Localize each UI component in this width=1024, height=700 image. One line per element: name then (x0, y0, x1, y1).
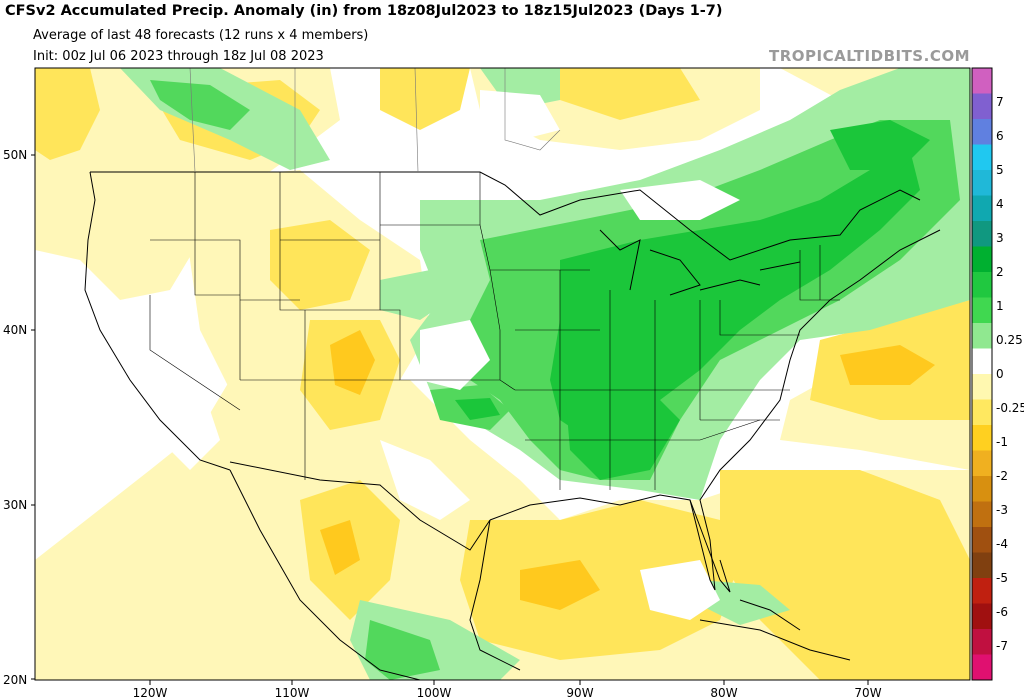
lon-label-110w: 110W (275, 686, 310, 700)
lat-label-50n: 50N (3, 148, 27, 162)
colorbar (972, 68, 992, 681)
lon-label-120w: 120W (133, 686, 168, 700)
colorbar-swatch (972, 348, 992, 375)
map-frame (34, 67, 971, 681)
lat-label-30n: 30N (3, 498, 27, 512)
coastlines-and-borders (84, 171, 941, 680)
colorbar-swatch (972, 170, 992, 196)
colorbar-swatch (972, 399, 992, 426)
colorbar-label: 1 (996, 299, 1004, 313)
colorbar-swatch (972, 501, 992, 528)
state-boundaries (149, 172, 840, 490)
colorbar-label: -7 (996, 639, 1008, 653)
colorbar-swatch (972, 629, 992, 655)
colorbar-label: 2 (996, 265, 1004, 279)
lat-ticks (31, 154, 35, 680)
colorbar-swatch (972, 297, 992, 324)
colorbar-label: 4 (996, 197, 1004, 211)
lon-label-90w: 90W (566, 686, 593, 700)
map-plot-area (35, 68, 970, 680)
colorbar-swatch (972, 374, 992, 400)
lat-label-40n: 40N (3, 323, 27, 337)
colorbar-swatch (972, 93, 992, 120)
lat-labels: 50N 40N 30N 20N (3, 148, 27, 687)
colorbar-swatch (972, 246, 992, 273)
colorbar-label: -2 (996, 469, 1008, 483)
colorbar-swatch (972, 654, 992, 681)
colorbar-label: 0.25 (996, 333, 1023, 347)
colorbar-swatch (972, 221, 992, 247)
map-title: CFSv2 Accumulated Precip. Anomaly (in) f… (5, 3, 723, 19)
anomaly-near-zero (60, 90, 740, 620)
colorbar-label: 5 (996, 163, 1004, 177)
colorbar-label: 3 (996, 231, 1004, 245)
lon-label-80w: 80W (710, 686, 737, 700)
colorbar-swatch (972, 272, 992, 298)
colorbar-swatch (972, 425, 992, 451)
header: CFSv2 Accumulated Precip. Anomaly (in) f… (0, 0, 1024, 68)
colorbar-swatch (972, 578, 992, 604)
colorbar-frame (971, 67, 993, 681)
colorbar-swatch (972, 450, 992, 477)
lon-label-100w: 100W (417, 686, 452, 700)
lon-labels: 120W 110W 100W 90W 80W 70W (133, 686, 882, 700)
anomaly-wet-strong (455, 120, 930, 480)
colorbar-swatch (972, 603, 992, 630)
anomaly-dry-strong (320, 330, 935, 610)
lon-ticks (149, 680, 869, 685)
lon-label-70w: 70W (854, 686, 881, 700)
colorbar-label: -3 (996, 503, 1008, 517)
colorbar-label: -6 (996, 605, 1008, 619)
colorbar-labels: 7 6 5 4 3 2 1 0.25 0 -0.25 -1 -2 -3 -4 -5 -6 -7 (996, 95, 1024, 653)
colorbar-swatch (972, 476, 992, 502)
colorbar-swatch (972, 552, 992, 579)
province-boundaries (189, 68, 561, 173)
colorbar-label: 7 (996, 95, 1004, 109)
map-subtitle-forecast-average: Average of last 48 forecasts (12 runs x … (33, 28, 369, 43)
colorbar-label: -1 (996, 435, 1008, 449)
colorbar-swatch (972, 195, 992, 222)
colorbar-label: -0.25 (996, 401, 1024, 415)
lat-label-20n: 20N (3, 673, 27, 687)
anomaly-dry-moderate (35, 68, 970, 680)
colorbar-swatch (972, 323, 992, 349)
colorbar-swatch (972, 144, 992, 171)
colorbar-label: -4 (996, 537, 1008, 551)
map-subtitle-init-time: Init: 00z Jul 06 2023 through 18z Jul 08… (33, 49, 324, 64)
colorbar-swatch (972, 68, 992, 94)
colorbar-swatch (972, 119, 992, 145)
colorbar-swatch (972, 527, 992, 553)
colorbar-label: -5 (996, 571, 1008, 585)
watermark: TROPICALTIDBITS.COM (769, 47, 970, 65)
colorbar-label: 0 (996, 367, 1004, 381)
colorbar-label: 6 (996, 129, 1004, 143)
